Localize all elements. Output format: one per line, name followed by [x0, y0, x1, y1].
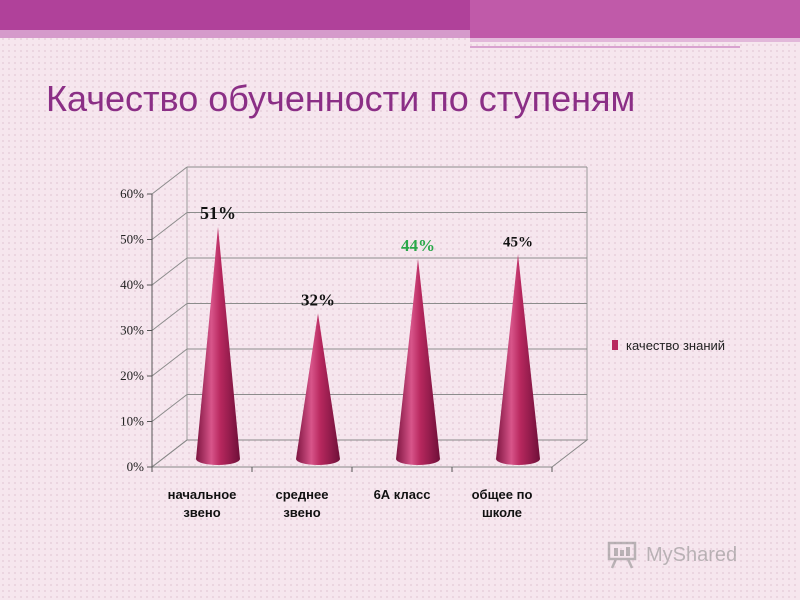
data-label: 32% [301, 290, 335, 309]
y-axis: 0% 10% 20% 30% 40% 50% 60% [120, 186, 553, 474]
category-labels: начальное звено среднее звено 6А класс общее … [168, 487, 533, 520]
chart-floor [150, 439, 589, 468]
legend-swatch [612, 340, 618, 350]
cones [196, 226, 540, 465]
cone-body [296, 313, 340, 465]
category-label: среднее [276, 487, 329, 502]
category-label: звено [283, 505, 320, 520]
gridline-side [151, 212, 188, 240]
header-band-thin [470, 38, 800, 42]
gridline-side [151, 166, 188, 195]
cone-body [496, 254, 540, 465]
data-label: 44% [401, 236, 435, 255]
data-label: 45% [503, 234, 533, 250]
header-band-sub [0, 30, 470, 38]
watermark: MyShared [606, 540, 737, 570]
y-tick-label: 20% [120, 368, 144, 383]
header-band-right [470, 0, 800, 38]
presentation-icon [607, 541, 637, 569]
y-tick-label: 50% [120, 232, 144, 247]
y-tick-label: 60% [120, 186, 144, 201]
cone-body [396, 258, 440, 465]
y-tick-label: 0% [127, 459, 145, 474]
header-line [470, 46, 740, 48]
data-label: 51% [200, 203, 236, 223]
cone-bar [196, 226, 240, 465]
cone-bar [396, 258, 440, 465]
legend-label: качество знаний [626, 338, 725, 353]
gridline-side [151, 348, 188, 377]
y-tick-label: 40% [120, 277, 144, 292]
category-label: начальное [168, 487, 237, 502]
y-tick-label: 10% [120, 414, 144, 429]
gridline-side [151, 394, 188, 422]
page-title: Качество обученности по ступеням [46, 78, 636, 119]
y-tick-label: 30% [120, 323, 144, 338]
gridline-side [151, 257, 188, 286]
cone-body [196, 226, 240, 465]
gridline-side [151, 303, 188, 331]
watermark-text: MyShared [646, 543, 738, 566]
legend: качество знаний [612, 338, 725, 353]
data-labels: 51% 32% 44% 45% [200, 203, 533, 309]
category-label: 6А класс [374, 487, 431, 502]
cone-bar [496, 254, 540, 465]
category-label: звено [183, 505, 220, 520]
category-label: общее по [472, 487, 533, 502]
cone-bar [296, 313, 340, 465]
category-label: школе [482, 505, 522, 520]
